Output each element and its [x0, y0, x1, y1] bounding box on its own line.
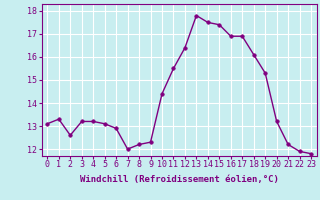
X-axis label: Windchill (Refroidissement éolien,°C): Windchill (Refroidissement éolien,°C) [80, 175, 279, 184]
